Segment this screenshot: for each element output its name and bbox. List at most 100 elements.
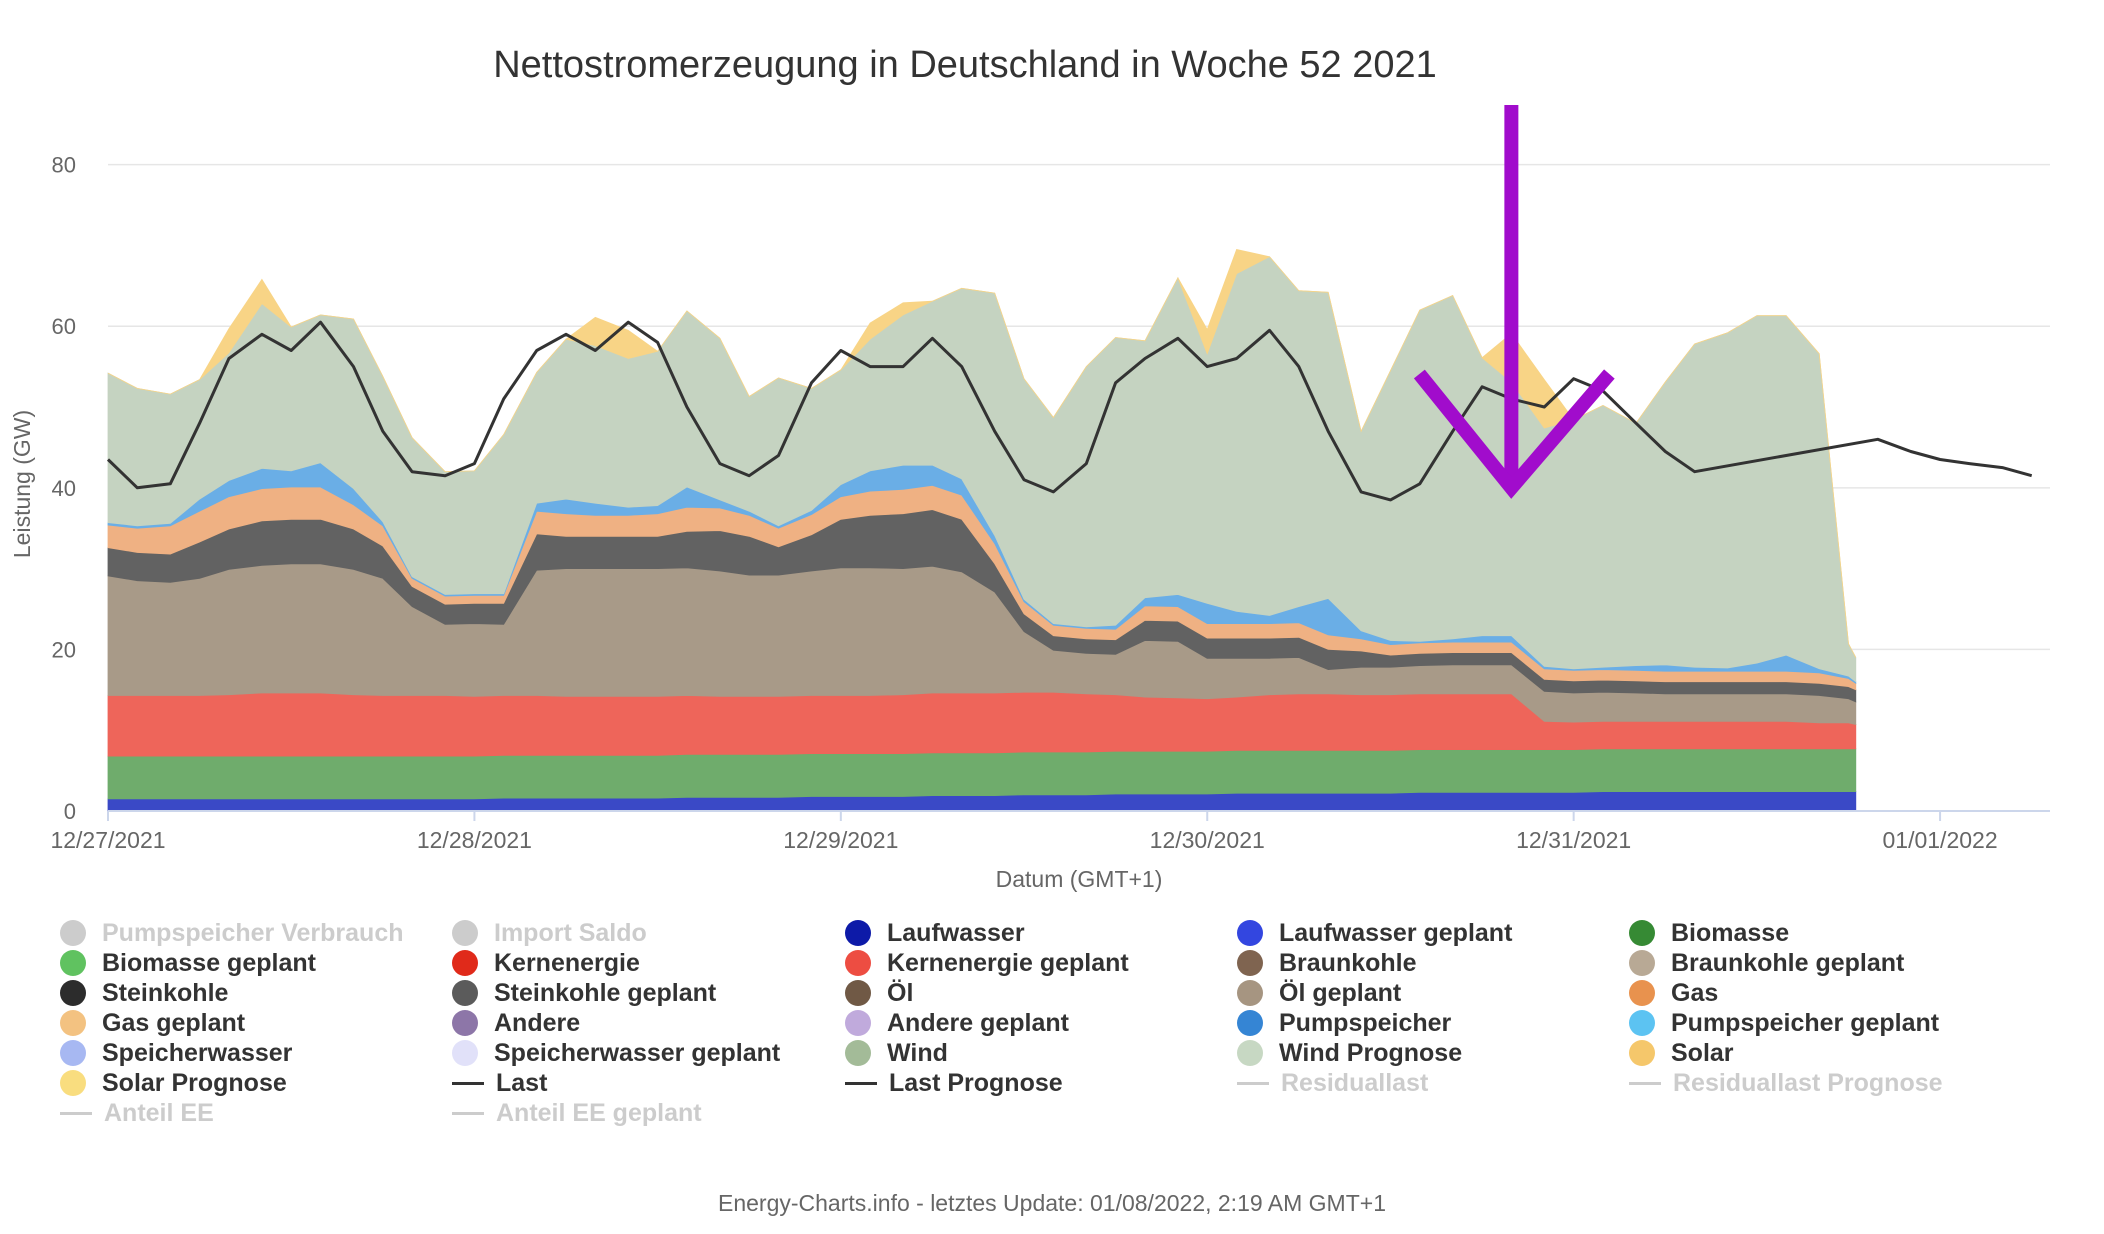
- legend-item[interactable]: Pumpspeicher Verbrauch: [60, 918, 404, 948]
- legend-dot-icon: [1629, 980, 1655, 1006]
- y-tick-label: 60: [52, 314, 76, 339]
- x-tick-label: 12/30/2021: [1150, 827, 1265, 853]
- legend-item[interactable]: Andere: [452, 1008, 580, 1038]
- legend-dot-icon: [60, 1010, 86, 1036]
- legend-label: Braunkohle: [1279, 948, 1417, 977]
- legend-label: Residuallast: [1281, 1068, 1429, 1097]
- legend-dot-icon: [60, 950, 86, 976]
- legend-item[interactable]: Braunkohle: [1237, 948, 1417, 978]
- legend-dot-icon: [1237, 1040, 1263, 1066]
- legend-label: Wind Prognose: [1279, 1038, 1463, 1067]
- legend-label: Pumpspeicher Verbrauch: [102, 918, 404, 947]
- legend-dot-icon: [60, 980, 86, 1006]
- legend-label: Solar: [1671, 1038, 1734, 1067]
- legend-label: Kernenergie: [494, 948, 640, 977]
- legend-item[interactable]: Import Saldo: [452, 918, 647, 948]
- legend-item[interactable]: Andere geplant: [845, 1008, 1069, 1038]
- axis-layer: 0 20 40 60 80 12/27/2021 12/28/2021 12/29/2021 1…: [50, 153, 2050, 853]
- legend-label: Gas geplant: [102, 1008, 246, 1037]
- legend-label: Speicherwasser geplant: [494, 1038, 781, 1067]
- chart-svg: Nettostromerzeugung in Deutschland in Wo…: [9, 44, 2050, 892]
- legend-item[interactable]: Pumpspeicher geplant: [1629, 1008, 1939, 1038]
- legend-line-icon: [452, 1111, 484, 1115]
- legend-item[interactable]: Kernenergie geplant: [845, 948, 1129, 978]
- legend-item[interactable]: Speicherwasser: [60, 1038, 292, 1068]
- legend-label: Anteil EE geplant: [496, 1098, 702, 1127]
- legend-label: Pumpspeicher: [1279, 1008, 1452, 1037]
- legend-item[interactable]: Wind: [845, 1038, 948, 1068]
- legend-item[interactable]: Speicherwasser geplant: [452, 1038, 780, 1068]
- legend-line-icon: [845, 1081, 877, 1085]
- legend-dot-icon: [1629, 920, 1655, 946]
- legend-dot-icon: [845, 980, 871, 1006]
- legend-label: Import Saldo: [494, 918, 647, 947]
- legend-line-icon: [60, 1111, 92, 1115]
- legend-item[interactable]: Wind Prognose: [1237, 1038, 1462, 1068]
- legend-item[interactable]: Gas geplant: [60, 1008, 245, 1038]
- legend-dot-icon: [60, 1040, 86, 1066]
- x-tick-label: 12/28/2021: [417, 827, 532, 853]
- x-tick-label: 12/29/2021: [783, 827, 898, 853]
- legend-item[interactable]: Steinkohle: [60, 978, 228, 1008]
- y-tick-label: 0: [64, 799, 76, 824]
- legend-label: Öl geplant: [1279, 978, 1402, 1007]
- legend-item[interactable]: Öl geplant: [1237, 978, 1401, 1008]
- annotation-arrow-head: [1413, 369, 1615, 499]
- legend-dot-icon: [845, 1010, 871, 1036]
- legend-label: Wind: [887, 1038, 948, 1067]
- legend-label: Last Prognose: [889, 1068, 1063, 1097]
- legend-item[interactable]: Last: [452, 1068, 547, 1098]
- legend-item[interactable]: Last Prognose: [845, 1068, 1063, 1098]
- legend-item[interactable]: Biomasse: [1629, 918, 1789, 948]
- legend-dot-icon: [1237, 1010, 1263, 1036]
- x-tick-label: 12/31/2021: [1516, 827, 1631, 853]
- legend-dot-icon: [1237, 950, 1263, 976]
- legend-label: Laufwasser geplant: [1279, 918, 1513, 947]
- area-layer: [107, 249, 1857, 812]
- legend-item[interactable]: Anteil EE geplant: [452, 1098, 702, 1128]
- y-tick-label: 20: [52, 637, 76, 662]
- legend-item[interactable]: Steinkohle geplant: [452, 978, 716, 1008]
- x-tick-label: 12/27/2021: [50, 827, 165, 853]
- legend-label: Last: [496, 1068, 548, 1097]
- line-last: [106, 320, 2033, 502]
- legend-dot-icon: [452, 1040, 478, 1066]
- area-solar: [107, 249, 1857, 658]
- legend-item[interactable]: Gas: [1629, 978, 1718, 1008]
- x-axis-label: Datum (GMT+1): [996, 866, 1163, 892]
- legend-label: Pumpspeicher geplant: [1671, 1008, 1940, 1037]
- legend-label: Andere: [494, 1008, 581, 1037]
- legend-dot-icon: [1237, 980, 1263, 1006]
- legend-label: Anteil EE: [104, 1098, 214, 1127]
- legend-dot-icon: [452, 1010, 478, 1036]
- legend-item[interactable]: Biomasse geplant: [60, 948, 316, 978]
- legend-item[interactable]: Solar Prognose: [60, 1068, 287, 1098]
- y-tick-label: 80: [52, 153, 76, 178]
- legend-label: Laufwasser: [887, 918, 1025, 947]
- legend-item[interactable]: Anteil EE: [60, 1098, 214, 1128]
- legend-item[interactable]: Residuallast Prognose: [1629, 1068, 1943, 1098]
- legend-line-icon: [1237, 1081, 1269, 1085]
- legend-item[interactable]: Solar: [1629, 1038, 1734, 1068]
- legend-item[interactable]: Residuallast: [1237, 1068, 1428, 1098]
- legend-item[interactable]: Öl: [845, 978, 913, 1008]
- legend-item[interactable]: Laufwasser geplant: [1237, 918, 1512, 948]
- legend-label: Öl: [887, 978, 914, 1007]
- legend-label: Biomasse: [1671, 918, 1790, 947]
- legend-dot-icon: [1629, 1040, 1655, 1066]
- legend-dot-icon: [452, 920, 478, 946]
- legend-item[interactable]: Braunkohle geplant: [1629, 948, 1904, 978]
- legend-dot-icon: [845, 950, 871, 976]
- footer-credit: Energy-Charts.info - letztes Update: 01/…: [718, 1190, 1386, 1216]
- x-tick-label: 01/01/2022: [1883, 827, 1998, 853]
- legend-label: Biomasse geplant: [102, 948, 316, 977]
- annotation-arrow: [1413, 105, 1615, 499]
- legend-item[interactable]: Pumpspeicher: [1237, 1008, 1451, 1038]
- legend-item[interactable]: Laufwasser: [845, 918, 1025, 948]
- legend-dot-icon: [452, 980, 478, 1006]
- legend-item[interactable]: Kernenergie: [452, 948, 640, 978]
- chart-title: Nettostromerzeugung in Deutschland in Wo…: [493, 44, 1437, 86]
- legend-label: Gas: [1671, 978, 1719, 1007]
- y-axis-label: Leistung (GW): [9, 410, 35, 558]
